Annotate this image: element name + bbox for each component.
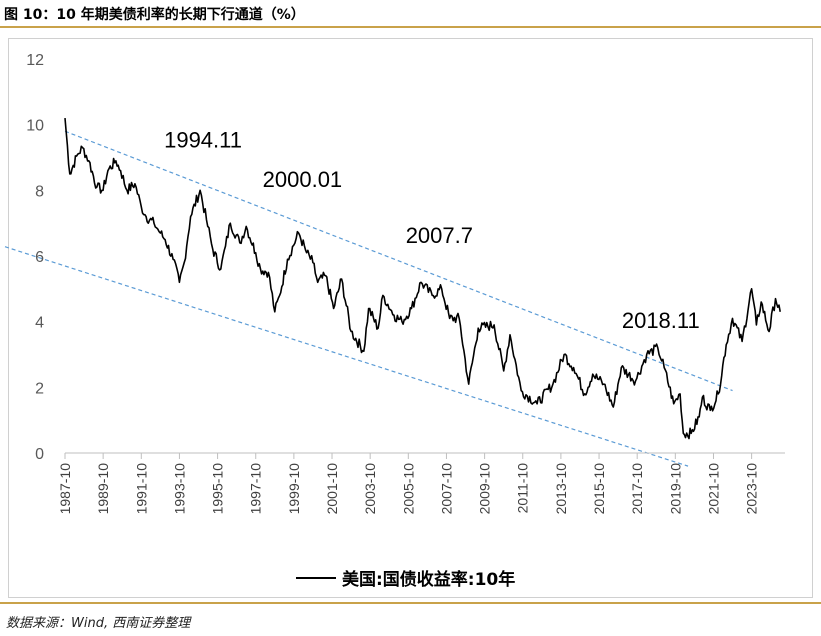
x-tick-label: 2019-10	[667, 463, 683, 515]
y-tick-label: 8	[35, 183, 44, 200]
x-tick-label: 2023-10	[744, 463, 760, 515]
series-layer	[64, 118, 781, 440]
x-tick-label: 2009-10	[477, 463, 493, 515]
chart-frame	[8, 38, 813, 598]
x-tick-label: 2011-10	[515, 463, 531, 514]
y-tick-label: 10	[26, 118, 44, 135]
legend: 美国:国债收益率:10年	[296, 569, 515, 590]
legend-label: 美国:国债收益率:10年	[342, 569, 515, 590]
annotation-label: 2018.11	[622, 308, 700, 333]
x-tick-label: 2003-10	[362, 463, 378, 515]
x-tick-label: 2015-10	[591, 463, 607, 515]
channel-lower-line	[4, 246, 689, 467]
x-tick-label: 1995-10	[210, 463, 226, 515]
x-tick-label: 1997-10	[248, 463, 264, 515]
x-tick-label: 2001-10	[324, 463, 340, 515]
x-tick-label: 1987-10	[57, 463, 73, 515]
x-tick-label: 1993-10	[171, 463, 187, 515]
y-tick-label: 6	[35, 249, 44, 266]
series-line	[64, 118, 781, 440]
figure-title: 图 10：10 年期美债利率的长期下行通道（%）	[4, 7, 305, 23]
annotation-label: 2007.7	[406, 223, 473, 248]
source-note: 数据来源：Wind, 西南证券整理	[6, 616, 191, 631]
y-axis: 0 2 4 6 8 10 12	[26, 52, 44, 463]
x-tick-label: 2005-10	[400, 463, 416, 515]
y-tick-label: 12	[26, 52, 44, 69]
x-tick-label: 2021-10	[705, 463, 721, 515]
x-tick-label: 1991-10	[133, 463, 149, 515]
y-tick-label: 4	[35, 315, 44, 332]
y-tick-label: 0	[35, 446, 44, 463]
annotation-label: 2000.01	[263, 167, 343, 192]
bottom-rule	[0, 602, 821, 604]
annotations: 1994.11 2000.01 2007.7 2018.11	[164, 128, 700, 334]
annotation-label: 1994.11	[164, 128, 242, 153]
x-tick-label: 1999-10	[286, 463, 302, 515]
x-tick-label: 1989-10	[95, 463, 111, 515]
x-tick-label: 2017-10	[629, 463, 645, 515]
channel-upper-line	[64, 130, 733, 392]
y-tick-label: 2	[35, 380, 44, 397]
x-tick-label: 2013-10	[553, 463, 569, 515]
x-tick-label: 2007-10	[438, 463, 454, 515]
title-underline	[0, 26, 821, 28]
x-axis: 1987-10 1989-10 1991-10 1993-10 1995-10 1997-…	[57, 452, 785, 515]
trend-channel	[4, 130, 733, 467]
